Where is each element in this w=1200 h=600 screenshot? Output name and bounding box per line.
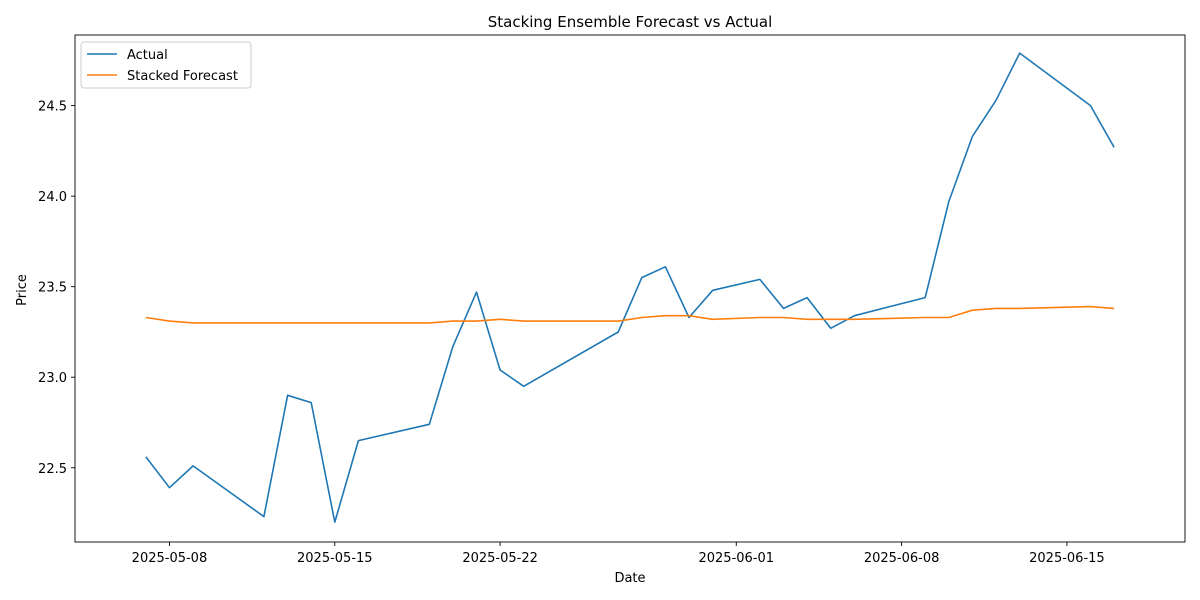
legend-frame bbox=[80, 41, 252, 89]
x-tick-label: 2025-06-15 bbox=[1029, 551, 1105, 566]
y-tick-label: 23.5 bbox=[38, 281, 67, 296]
plot-frame bbox=[74, 34, 1186, 543]
series-line-actual bbox=[145, 52, 1115, 523]
x-tick-label: 2025-06-08 bbox=[864, 551, 940, 566]
y-tick-label: 24.0 bbox=[38, 190, 67, 205]
x-tick-label: 2025-05-22 bbox=[462, 551, 538, 566]
x-tick-label: 2025-06-01 bbox=[698, 551, 774, 566]
plot-area: 2025-05-08 2025-05-15 2025-05-22 2025-06-01… bbox=[38, 34, 1186, 566]
y-tick-label: 22.5 bbox=[38, 462, 67, 477]
y-tick-label: 24.5 bbox=[38, 100, 67, 115]
x-tick-label: 2025-05-15 bbox=[297, 551, 373, 566]
series-line-stacked-forecast bbox=[145, 305, 1115, 324]
legend-label-stacked-forecast: Stacked Forecast bbox=[127, 69, 238, 84]
chart-title: Stacking Ensemble Forecast vs Actual bbox=[488, 13, 773, 31]
x-tick-label: 2025-05-08 bbox=[132, 551, 208, 566]
x-axis-title: Date bbox=[614, 571, 645, 586]
legend-label-actual: Actual bbox=[127, 48, 168, 63]
y-tick-label: 23.0 bbox=[38, 371, 67, 386]
y-axis-title: Price bbox=[15, 274, 30, 306]
legend: Actual Stacked Forecast bbox=[80, 41, 252, 89]
